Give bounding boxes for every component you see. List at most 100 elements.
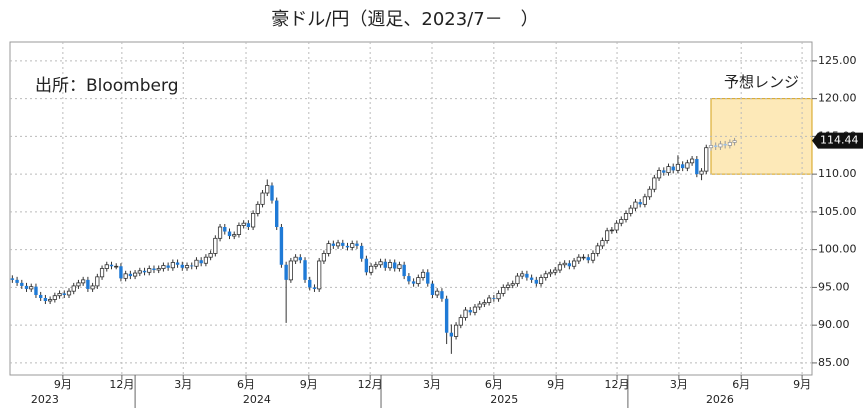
candle-body — [623, 213, 629, 220]
y-tick-label: 100.00 — [818, 243, 857, 256]
candle-body — [95, 276, 100, 287]
candle-body — [529, 277, 534, 280]
candle-body — [128, 273, 133, 277]
candle-body — [373, 264, 378, 267]
candle-body — [501, 287, 506, 294]
y-tick-label: 105.00 — [818, 205, 857, 218]
candle-body — [590, 253, 596, 261]
candle-body — [487, 297, 492, 303]
candle-body — [270, 185, 274, 201]
candle-body — [680, 164, 685, 169]
candle-body — [453, 324, 459, 337]
candle-body — [449, 332, 454, 337]
candle-body — [66, 290, 72, 296]
candle-body — [86, 279, 90, 289]
candle-body — [48, 299, 53, 302]
candle-body — [152, 268, 156, 271]
candle-body — [170, 262, 175, 269]
candle-body — [190, 265, 194, 267]
candle-body — [482, 302, 487, 305]
candle-body — [293, 256, 298, 262]
candle-body — [142, 270, 147, 273]
candle-body — [581, 256, 586, 259]
x-tick-label: 9月 — [300, 378, 318, 391]
candle-body — [350, 243, 355, 248]
candle-body — [223, 227, 227, 232]
candle-body — [505, 284, 511, 288]
x-tick-label: 6月 — [485, 378, 503, 391]
x-tick-label: 3月 — [174, 378, 192, 391]
candle-body — [52, 295, 57, 300]
candle-body — [260, 192, 265, 205]
candle-body — [180, 264, 184, 268]
candle-body — [321, 253, 327, 262]
candle-body — [732, 140, 737, 143]
x-tick-label: 12月 — [605, 378, 630, 391]
y-tick-label: 90.00 — [818, 318, 850, 331]
candle-body — [538, 277, 544, 285]
candle-body — [331, 243, 336, 246]
candle-body — [666, 166, 671, 174]
candle-body — [213, 237, 218, 254]
x-tick-label: 12月 — [109, 378, 134, 391]
candle-body — [411, 281, 416, 284]
candle-body — [656, 169, 662, 179]
candle-body — [166, 265, 170, 268]
candle-body — [184, 265, 190, 269]
candle-body — [638, 202, 642, 205]
candle-body — [440, 291, 444, 299]
candle-body — [203, 256, 208, 264]
candle-body — [194, 259, 199, 267]
candle-body — [647, 188, 652, 198]
candle-body — [62, 293, 66, 295]
candle-body — [534, 279, 539, 284]
candle-body — [355, 243, 359, 246]
candle-body — [397, 264, 402, 269]
candle-body — [562, 262, 567, 266]
candle-body — [496, 293, 501, 300]
x-tick-label: 6月 — [237, 378, 255, 391]
candle-body — [675, 163, 681, 171]
candle-body — [463, 309, 468, 319]
y-tick-label: 95.00 — [818, 280, 850, 293]
candle-body — [699, 170, 704, 175]
candle-body — [690, 158, 695, 164]
y-tick-label: 120.00 — [818, 92, 857, 105]
candle-body — [236, 225, 242, 235]
x-tick-label: 9月 — [54, 378, 72, 391]
y-tick-label: 125.00 — [818, 54, 857, 67]
candle-body — [119, 266, 123, 279]
candle-body — [161, 265, 166, 269]
candle-body — [708, 145, 714, 149]
candle-body — [38, 294, 43, 298]
candle-body — [279, 227, 284, 265]
chart-title: 豪ドル/円（週足、2023/7－ ） — [271, 9, 538, 30]
candle-body — [420, 271, 426, 278]
candle-body — [704, 147, 709, 172]
year-label: 2023 — [31, 393, 59, 406]
candle-body — [472, 306, 478, 313]
year-label: 2026 — [706, 393, 734, 406]
candle-body — [57, 293, 62, 297]
candle-body — [90, 285, 95, 290]
candle-body — [407, 276, 411, 282]
candle-body — [468, 310, 472, 313]
y-tick-label: 85.00 — [818, 356, 850, 369]
candle-body — [383, 261, 387, 268]
candle-body — [671, 166, 675, 171]
candle-body — [34, 286, 38, 295]
candle-body — [29, 286, 34, 290]
x-tick-label: 3月 — [423, 378, 441, 391]
candle-body — [477, 303, 482, 308]
x-tick-label: 9月 — [793, 378, 811, 391]
candle-body — [548, 271, 553, 275]
candle-body — [43, 297, 48, 301]
candle-body — [642, 196, 647, 205]
candle-body — [571, 260, 577, 267]
candle-body — [586, 257, 590, 261]
candle-body — [99, 268, 105, 278]
candle-body — [515, 275, 520, 285]
candle-body — [714, 145, 718, 147]
candle-body — [104, 264, 109, 269]
